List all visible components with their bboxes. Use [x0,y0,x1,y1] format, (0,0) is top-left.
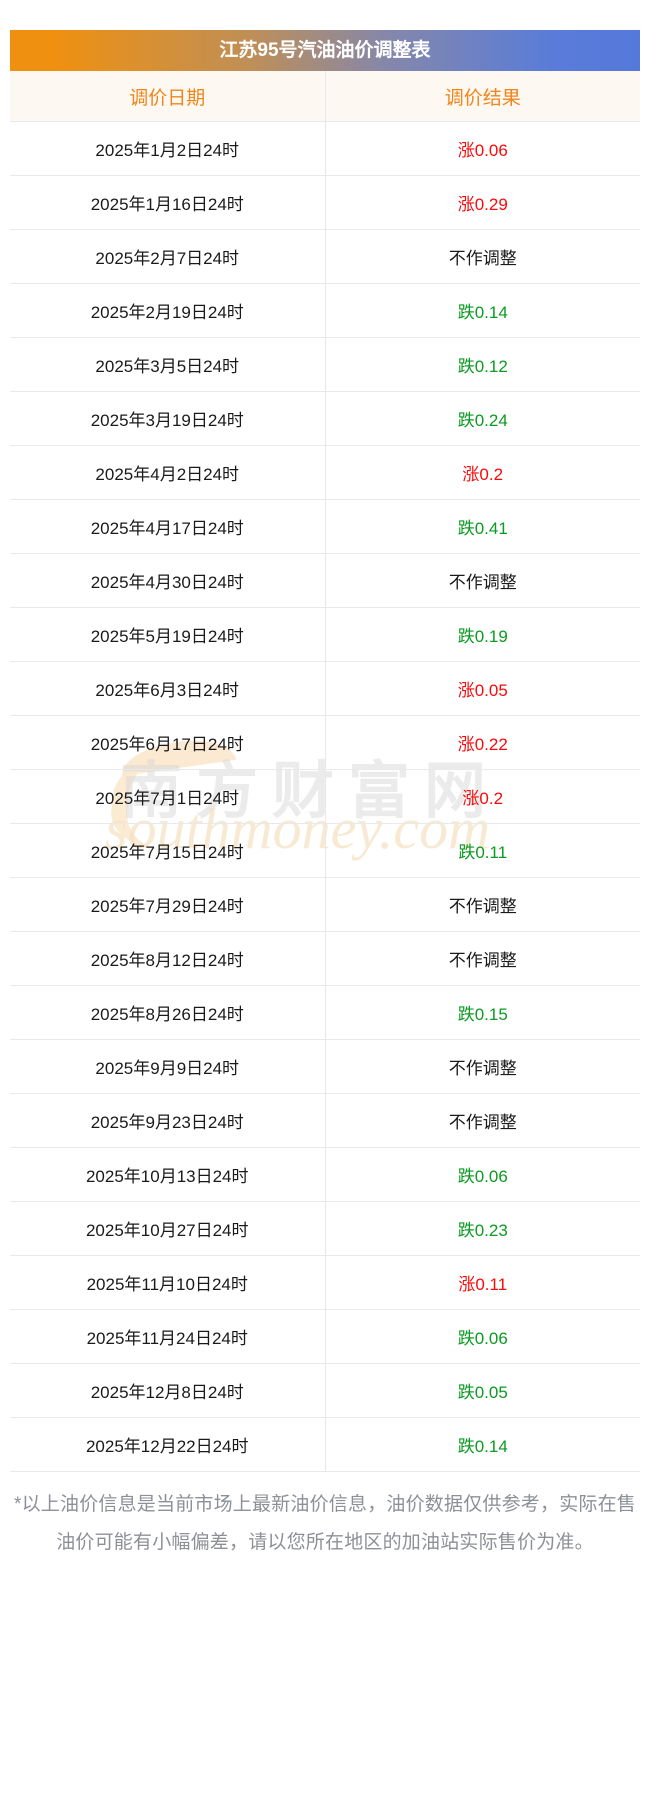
cell-adjustment-result: 不作调整 [325,229,640,284]
cell-adjustment-result: 跌0.23 [325,1201,640,1256]
cell-adjustment-result: 不作调整 [325,877,640,932]
table-row: 2025年10月27日24时 跌0.23 [10,1201,640,1256]
cell-adjustment-date: 2025年7月15日24时 [10,823,326,878]
cell-adjustment-result: 涨0.06 [325,121,640,176]
cell-adjustment-date: 2025年1月2日24时 [10,121,326,176]
table-row: 2025年7月29日24时 不作调整 [10,877,640,932]
cell-adjustment-date: 2025年8月26日24时 [10,985,326,1040]
column-header-result: 调价结果 [325,71,640,122]
cell-adjustment-result: 跌0.12 [325,337,640,392]
table-row: 2025年1月2日24时 涨0.06 [10,121,640,176]
cell-adjustment-result: 涨0.29 [325,175,640,230]
table-row: 2025年8月12日24时 不作调整 [10,931,640,986]
cell-adjustment-date: 2025年2月19日24时 [10,283,326,338]
table-head: 江苏95号汽油油价调整表 [10,30,640,71]
cell-adjustment-result: 涨0.11 [325,1255,640,1310]
table-row: 2025年7月15日24时 跌0.11 [10,823,640,878]
table-row: 2025年7月1日24时 涨0.2 [10,769,640,824]
cell-adjustment-date: 2025年7月1日24时 [10,769,326,824]
table-title: 江苏95号汽油油价调整表 [10,30,640,71]
cell-adjustment-result: 跌0.06 [325,1309,640,1364]
cell-adjustment-date: 2025年6月3日24时 [10,661,326,716]
table-row: 2025年9月23日24时 不作调整 [10,1093,640,1148]
cell-adjustment-date: 2025年12月8日24时 [10,1363,326,1418]
table-row: 2025年1月16日24时 涨0.29 [10,175,640,230]
cell-adjustment-result: 跌0.19 [325,607,640,662]
cell-adjustment-date: 2025年2月7日24时 [10,229,326,284]
cell-adjustment-result: 跌0.15 [325,985,640,1040]
cell-adjustment-date: 2025年11月24日24时 [10,1309,326,1364]
cell-adjustment-date: 2025年11月10日24时 [10,1255,326,1310]
price-adjustment-table: 江苏95号汽油油价调整表 调价日期 调价结果 2025年1月2日24时 涨0.06… [10,30,640,1472]
cell-adjustment-result: 跌0.05 [325,1363,640,1418]
cell-adjustment-result: 跌0.11 [325,823,640,878]
table-row: 2025年5月19日24时 跌0.19 [10,607,640,662]
table-row: 2025年9月9日24时 不作调整 [10,1039,640,1094]
cell-adjustment-result: 不作调整 [325,931,640,986]
cell-adjustment-result: 跌0.06 [325,1147,640,1202]
cell-adjustment-date: 2025年8月12日24时 [10,931,326,986]
cell-adjustment-date: 2025年5月19日24时 [10,607,326,662]
cell-adjustment-result: 跌0.14 [325,283,640,338]
cell-adjustment-date: 2025年4月2日24时 [10,445,326,500]
column-header-row: 调价日期 调价结果 [10,71,640,122]
column-header-row-group: 调价日期 调价结果 [10,71,640,122]
footnote: *以上油价信息是当前市场上最新油价信息，油价数据仅供参考，实际在售油价可能有小幅… [14,1494,636,1553]
cell-adjustment-date: 2025年10月27日24时 [10,1201,326,1256]
title-row: 江苏95号汽油油价调整表 [10,30,640,71]
cell-adjustment-result: 跌0.14 [325,1417,640,1472]
table-row: 2025年11月10日24时 涨0.11 [10,1255,640,1310]
table-row: 2025年6月3日24时 涨0.05 [10,661,640,716]
cell-adjustment-result: 跌0.41 [325,499,640,554]
table-title-cell: 江苏95号汽油油价调整表 [10,30,640,71]
table-row: 2025年3月19日24时 跌0.24 [10,391,640,446]
table-row: 2025年4月30日24时 不作调整 [10,553,640,608]
column-header-date: 调价日期 [10,71,326,122]
table-row: 2025年11月24日24时 跌0.06 [10,1309,640,1364]
cell-adjustment-result: 不作调整 [325,1093,640,1148]
cell-adjustment-result: 涨0.2 [325,445,640,500]
cell-adjustment-date: 2025年9月23日24时 [10,1093,326,1148]
table-row: 2025年4月2日24时 涨0.2 [10,445,640,500]
table-row: 2025年3月5日24时 跌0.12 [10,337,640,392]
cell-adjustment-date: 2025年10月13日24时 [10,1147,326,1202]
table-body: 2025年1月2日24时 涨0.06 2025年1月16日24时 涨0.29 2025年… [10,121,640,1472]
cell-adjustment-date: 2025年3月19日24时 [10,391,326,446]
cell-adjustment-date: 2025年9月9日24时 [10,1039,326,1094]
cell-adjustment-date: 2025年7月29日24时 [10,877,326,932]
cell-adjustment-date: 2025年6月17日24时 [10,715,326,770]
cell-adjustment-result: 涨0.22 [325,715,640,770]
cell-adjustment-date: 2025年12月22日24时 [10,1417,326,1472]
cell-adjustment-result: 涨0.2 [325,769,640,824]
cell-adjustment-result: 涨0.05 [325,661,640,716]
table-row: 2025年4月17日24时 跌0.41 [10,499,640,554]
cell-adjustment-date: 2025年4月30日24时 [10,553,326,608]
table-row: 2025年12月8日24时 跌0.05 [10,1363,640,1418]
table-row: 2025年2月7日24时 不作调整 [10,229,640,284]
cell-adjustment-result: 不作调整 [325,1039,640,1094]
table-row: 2025年6月17日24时 涨0.22 [10,715,640,770]
cell-adjustment-date: 2025年4月17日24时 [10,499,326,554]
table-row: 2025年2月19日24时 跌0.14 [10,283,640,338]
cell-adjustment-result: 跌0.24 [325,391,640,446]
cell-adjustment-date: 2025年1月16日24时 [10,175,326,230]
table-row: 2025年10月13日24时 跌0.06 [10,1147,640,1202]
table-row: 2025年12月22日24时 跌0.14 [10,1417,640,1472]
cell-adjustment-result: 不作调整 [325,553,640,608]
table-row: 2025年8月26日24时 跌0.15 [10,985,640,1040]
cell-adjustment-date: 2025年3月5日24时 [10,337,326,392]
